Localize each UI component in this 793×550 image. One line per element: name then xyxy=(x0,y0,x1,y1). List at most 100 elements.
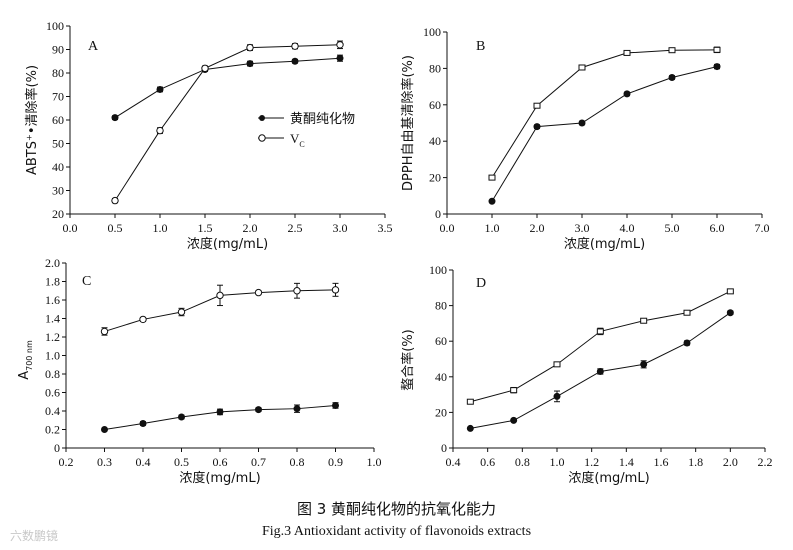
x-tick-label: 0.7 xyxy=(251,455,266,469)
data-point xyxy=(336,41,344,49)
data-point xyxy=(177,308,186,316)
data-point xyxy=(139,419,147,427)
x-tick-label: 3.0 xyxy=(333,221,348,235)
series-line xyxy=(491,66,718,202)
y-tick-label: 40 xyxy=(429,134,441,148)
y-tick-label: 0.4 xyxy=(45,404,60,418)
data-point xyxy=(111,114,119,122)
x-tick-label: 1.0 xyxy=(367,455,382,469)
y-tick-label: 80 xyxy=(435,299,447,313)
x-tick-label: 0.4 xyxy=(446,455,461,469)
data-point xyxy=(553,392,561,400)
data-point xyxy=(623,49,631,56)
x-tick-label: 4.0 xyxy=(620,221,635,235)
data-point xyxy=(156,126,164,135)
series-flavonoid xyxy=(101,401,339,433)
data-point xyxy=(101,426,108,433)
x-tick-label: 0.9 xyxy=(328,455,343,469)
y-tick-label: 40 xyxy=(435,370,447,384)
y-tick-label: 30 xyxy=(52,184,64,198)
data-point xyxy=(510,416,518,424)
y-tick-label: 0.6 xyxy=(45,386,60,400)
data-point xyxy=(668,47,676,54)
y-tick-label: 50 xyxy=(52,137,64,151)
data-point xyxy=(216,408,224,416)
y-axis-label: ABTS⁺•清除率(%) xyxy=(24,65,40,175)
x-tick-label: 1.8 xyxy=(688,455,703,469)
series-vc xyxy=(111,40,344,205)
x-tick-label: 1.6 xyxy=(654,455,669,469)
y-tick-label: 20 xyxy=(429,171,441,185)
y-tick-label: 100 xyxy=(429,263,447,277)
data-point xyxy=(246,60,254,68)
x-tick-label: 0.8 xyxy=(515,455,530,469)
data-point xyxy=(578,119,586,127)
data-point xyxy=(254,288,263,297)
data-point xyxy=(553,361,561,368)
x-tick-label: 1.2 xyxy=(584,455,599,469)
data-point xyxy=(726,309,734,317)
y-tick-label: 60 xyxy=(435,334,447,348)
data-point xyxy=(255,406,262,414)
y-axis-label: DPPH自由基清除率(%) xyxy=(400,55,416,191)
chart-panel-b: 0.0 1.0 2.0 3.0 4.0 5.0 6.0 7.0 0 20 40 60 80 100 浓度(m… xyxy=(400,25,770,252)
data-point xyxy=(596,367,604,375)
legend-label-vc: VC xyxy=(290,131,305,149)
y-tick-label: 80 xyxy=(429,61,441,75)
x-tick-label: 1.0 xyxy=(485,221,500,235)
y-axis-label-group: ABTS⁺•清除率(%) xyxy=(24,65,40,175)
data-point xyxy=(111,196,119,205)
x-tick-label: 0.8 xyxy=(290,455,305,469)
x-tick-label: 0.5 xyxy=(108,221,123,235)
chart-panel-a: 0.0 0.5 1.0 1.5 2.0 2.5 3.0 3.5 20 30 40 50 60 70 80 90… xyxy=(24,19,393,252)
x-tick-label: 0.4 xyxy=(136,455,151,469)
y-axis-label-group: 螯合率(%) xyxy=(400,329,416,391)
data-point xyxy=(623,90,631,98)
data-point xyxy=(332,401,339,409)
data-point xyxy=(466,424,474,432)
chart-panel-d: 0.4 0.6 0.8 1.0 1.2 1.4 1.6 1.8 2.0 2.2 0 20 40 60 80 1… xyxy=(400,263,773,486)
series-flavonoid xyxy=(466,309,734,432)
data-point xyxy=(178,413,185,421)
data-point xyxy=(291,57,299,65)
x-tick-label: 2.0 xyxy=(530,221,545,235)
x-tick-label: 1.4 xyxy=(619,455,634,469)
data-point xyxy=(293,287,301,295)
x-tick-label: 1.0 xyxy=(550,455,565,469)
y-tick-label: 2.0 xyxy=(45,256,60,270)
x-tick-label: 0.2 xyxy=(59,455,74,469)
data-point xyxy=(683,309,691,316)
series-line xyxy=(114,44,341,201)
data-point xyxy=(640,317,648,324)
y-axis-label-subscript: 700 nm xyxy=(25,340,34,371)
series-flavonoid xyxy=(111,54,344,122)
x-tick-label: 3.0 xyxy=(575,221,590,235)
y-tick-label: 1.4 xyxy=(45,312,60,326)
series-line xyxy=(114,57,341,119)
data-point xyxy=(726,288,734,295)
data-point xyxy=(246,43,254,52)
figure-caption-english: Fig.3 Antioxidant activity of flavonoids… xyxy=(261,524,532,539)
x-tick-label: 2.2 xyxy=(758,455,773,469)
y-axis-label: A700 nm xyxy=(17,340,34,380)
y-tick-label: 60 xyxy=(52,113,64,127)
x-tick-label: 0.0 xyxy=(440,221,455,235)
y-tick-label: 80 xyxy=(52,66,64,80)
data-point xyxy=(139,315,147,324)
y-tick-label: 20 xyxy=(435,405,447,419)
x-tick-label: 5.0 xyxy=(665,221,680,235)
y-tick-label: 1.0 xyxy=(45,349,60,363)
data-point xyxy=(293,405,301,413)
y-tick-label: 0 xyxy=(54,441,60,455)
x-axis-label: 浓度(mg/mL) xyxy=(187,236,268,252)
y-tick-label: 1.6 xyxy=(45,293,60,307)
data-point xyxy=(488,197,496,205)
data-point xyxy=(713,63,721,71)
panel-letter: A xyxy=(88,39,99,54)
data-point xyxy=(533,102,541,109)
y-tick-label: 0.8 xyxy=(45,367,60,381)
y-tick-label: 1.2 xyxy=(45,330,60,344)
series-line xyxy=(491,49,718,178)
data-point xyxy=(488,174,496,181)
data-point xyxy=(291,42,299,50)
